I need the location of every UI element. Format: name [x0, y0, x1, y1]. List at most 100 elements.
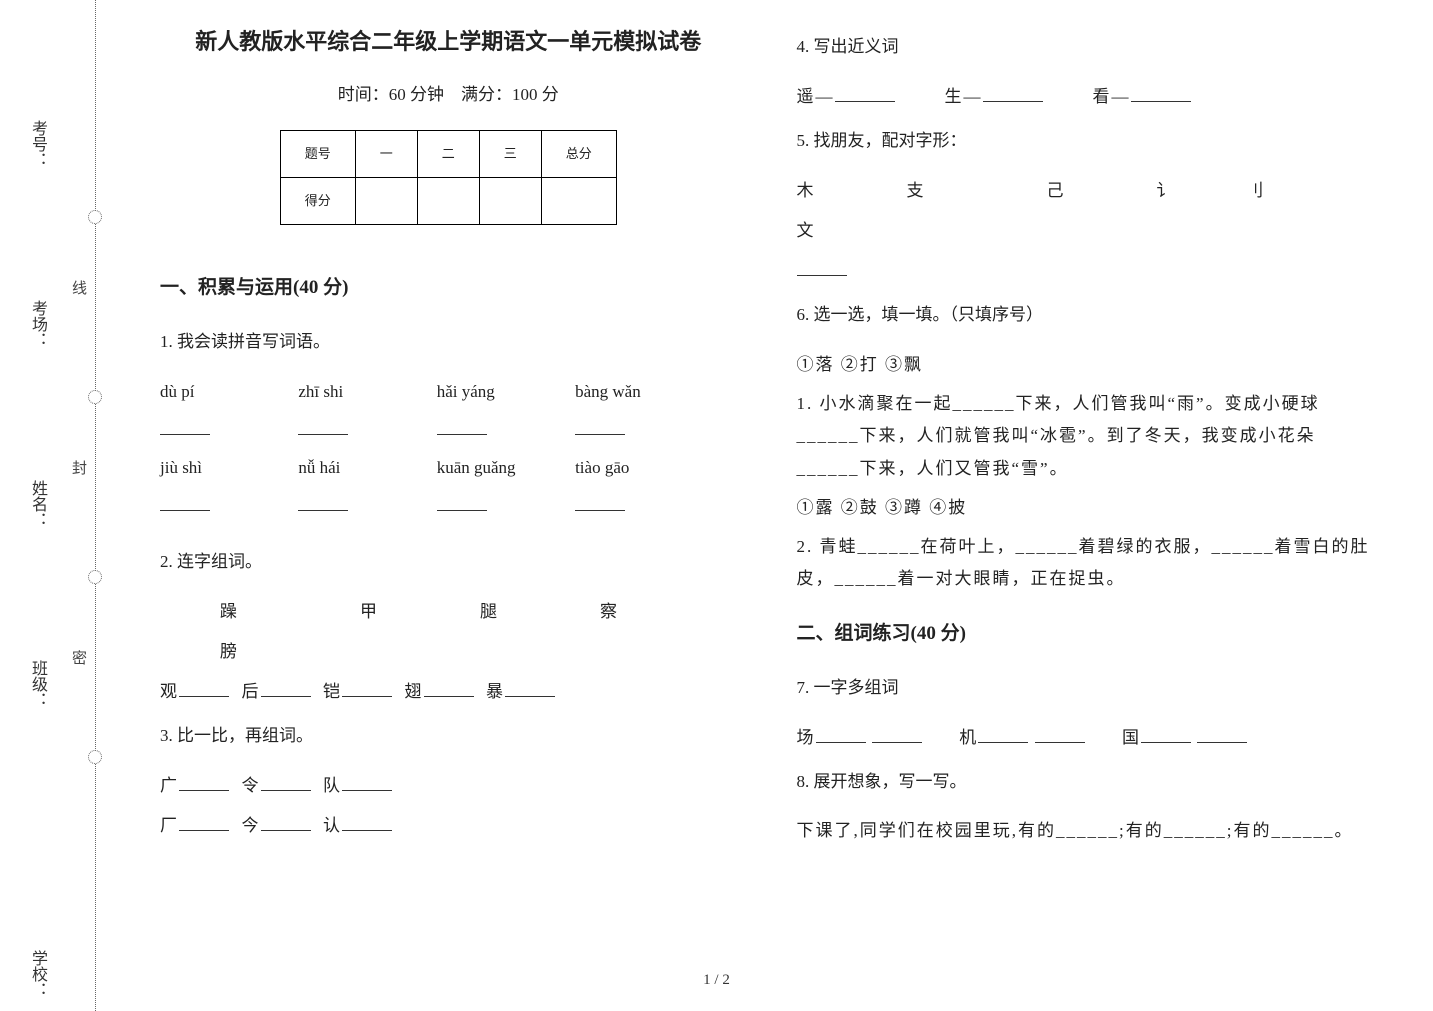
char: 躁	[220, 595, 360, 629]
q6-label: 6. 选一选，填一填。（只填序号）	[797, 298, 1374, 332]
char: 认	[323, 816, 342, 835]
answer-blank[interactable]	[342, 774, 392, 791]
score-th: 题号	[280, 131, 355, 178]
char: 国	[1122, 728, 1141, 747]
binding-strip: 考号： 考场： 姓名： 班级： 学校： 线 封 密	[0, 0, 120, 1011]
answer-blank[interactable]	[261, 680, 311, 697]
pinyin-cell: dù pí	[160, 375, 298, 409]
char: 木	[797, 174, 907, 208]
char: 场	[797, 728, 816, 747]
answer-blank[interactable]	[424, 680, 474, 697]
binding-label-school: 学校：	[25, 950, 49, 998]
answer-blank[interactable]	[978, 726, 1028, 743]
pinyin-cell: hǎi yáng	[437, 375, 575, 409]
char: 暴	[486, 682, 505, 701]
time-value: 60 分钟	[389, 85, 444, 104]
q3-row2: 厂 今 认	[160, 809, 737, 843]
answer-blank[interactable]	[872, 726, 922, 743]
answer-blank[interactable]	[179, 814, 229, 831]
binding-circle	[88, 750, 102, 764]
answer-blank[interactable]	[575, 494, 625, 511]
score-td	[541, 178, 616, 225]
score-td	[417, 178, 479, 225]
answer-blank[interactable]	[261, 814, 311, 831]
answer-blank[interactable]	[835, 85, 895, 102]
q4-item: 看—	[1093, 87, 1131, 106]
pinyin-cell: kuān guǎng	[437, 451, 575, 485]
q6-line1: 1. 小水滴聚在一起______下来，人们管我叫“雨”。变成小硬球______下…	[797, 388, 1374, 485]
answer-blank[interactable]	[342, 680, 392, 697]
binding-circle	[88, 390, 102, 404]
q5-blank-row	[797, 254, 1374, 288]
q3-row1: 广 令 队	[160, 769, 737, 803]
pinyin-row-1: dù pí zhī shi hǎi yáng bàng wǎn	[160, 375, 737, 409]
q1-label: 1. 我会读拼音写词语。	[160, 325, 737, 359]
binding-inner-xian: 线	[68, 280, 89, 295]
binding-circle	[88, 210, 102, 224]
binding-label-name: 姓名：	[25, 480, 49, 528]
score-th: 一	[355, 131, 417, 178]
score-table-value-row: 得分	[280, 178, 616, 225]
binding-label-room: 考场：	[25, 300, 49, 348]
binding-dotted-line	[95, 0, 96, 1011]
time-score-line: 时间：60 分钟 满分：100 分	[160, 78, 737, 112]
char: 今	[242, 816, 261, 835]
pinyin-cell: zhī shi	[298, 375, 436, 409]
right-column: 4. 写出近义词 遥— 生— 看— 5. 找朋友，配对字形： 木 支 己 讠 刂…	[767, 20, 1404, 1001]
pinyin-cell: nǚ hái	[298, 451, 436, 485]
answer-blank[interactable]	[1197, 726, 1247, 743]
q6-opts1: ①落 ②打 ③飘	[797, 348, 1374, 382]
pinyin-row-2: jiù shì nǚ hái kuān guǎng tiào gāo	[160, 451, 737, 485]
q5-row-extra: 文	[797, 214, 1374, 248]
answer-blank[interactable]	[179, 680, 229, 697]
answer-blank[interactable]	[437, 494, 487, 511]
score-td: 得分	[280, 178, 355, 225]
q4-item: 生—	[945, 87, 983, 106]
answer-blank[interactable]	[983, 85, 1043, 102]
q3-label: 3. 比一比，再组词。	[160, 719, 737, 753]
score-td	[355, 178, 417, 225]
char: 厂	[160, 816, 179, 835]
char: 刂	[1247, 174, 1266, 208]
char: 机	[959, 728, 978, 747]
answer-blank[interactable]	[179, 774, 229, 791]
answer-blank[interactable]	[298, 494, 348, 511]
score-table: 题号 一 二 三 总分 得分	[280, 130, 617, 225]
answer-blank[interactable]	[160, 494, 210, 511]
answer-blank[interactable]	[1035, 726, 1085, 743]
q7-row: 场 机 国	[797, 721, 1374, 755]
char: 支	[907, 174, 1047, 208]
q8-line: 下课了,同学们在校园里玩,有的______;有的______;有的______。	[797, 815, 1374, 847]
q4-item: 遥—	[797, 87, 835, 106]
char: 铠	[323, 682, 342, 701]
q5-label: 5. 找朋友，配对字形：	[797, 124, 1374, 158]
pinyin-blank-row-2	[160, 489, 737, 523]
content-area: 新人教版水平综合二年级上学期语文一单元模拟试卷 时间：60 分钟 满分：100 …	[120, 0, 1433, 1011]
char: 文	[797, 221, 816, 240]
answer-blank[interactable]	[160, 418, 210, 435]
answer-blank[interactable]	[1131, 85, 1191, 102]
answer-blank[interactable]	[575, 418, 625, 435]
answer-blank[interactable]	[298, 418, 348, 435]
char: 翅	[405, 682, 424, 701]
answer-blank[interactable]	[1141, 726, 1191, 743]
page-number: 1 / 2	[703, 972, 730, 989]
q8-label: 8. 展开想象，写一写。	[797, 765, 1374, 799]
q2-char-row1b: 膀	[160, 635, 737, 669]
q2-label: 2. 连字组词。	[160, 545, 737, 579]
char: 膀	[220, 642, 239, 661]
q6-line2: 2. 青蛙______在荷叶上，______着碧绿的衣服，______着雪白的肚…	[797, 531, 1374, 596]
answer-blank[interactable]	[342, 814, 392, 831]
char: 察	[600, 595, 660, 629]
answer-blank[interactable]	[505, 680, 555, 697]
answer-blank[interactable]	[261, 774, 311, 791]
section1-heading: 一、积累与运用(40 分)	[160, 269, 737, 307]
answer-blank[interactable]	[437, 418, 487, 435]
char: 令	[242, 776, 261, 795]
answer-blank[interactable]	[797, 259, 847, 276]
char: 腿	[480, 595, 600, 629]
score-th: 三	[479, 131, 541, 178]
char: 观	[160, 682, 179, 701]
binding-circle	[88, 570, 102, 584]
answer-blank[interactable]	[816, 726, 866, 743]
